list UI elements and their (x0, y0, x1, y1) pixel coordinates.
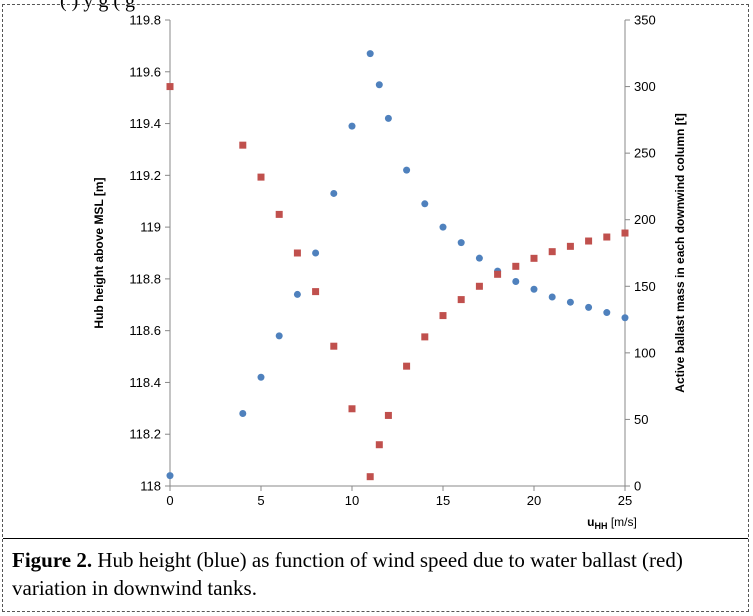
left-y-tick-label: 118 (140, 479, 161, 494)
ballast-mass-point (403, 363, 410, 370)
left-y-tick-label: 119 (140, 220, 161, 235)
ballast-mass-point (440, 312, 447, 319)
hub-height-point (385, 115, 392, 122)
ballast-mass-point (367, 473, 374, 480)
hub-height-point (567, 299, 574, 306)
left-y-axis-ticks: 118 118.2 118.4 118.6 118.8 119 119.2 119.4 119.… (129, 13, 170, 494)
ballast-mass-point (585, 238, 592, 245)
left-y-tick-label: 118.4 (129, 375, 161, 390)
left-y-tick-label: 119.4 (129, 116, 161, 131)
figure-caption: Figure 2. Hub height (blue) as function … (12, 546, 742, 602)
hub-height-point (549, 294, 556, 301)
caption-text: Hub height (blue) as function of wind sp… (12, 548, 683, 600)
hub-height-point (403, 167, 410, 174)
ballast-mass-point (239, 142, 246, 149)
x-axis-title-unit: [m/s] (608, 515, 637, 529)
left-y-axis-title: Hub height above MSL [m] (92, 177, 106, 328)
ballast-mass-series (167, 83, 629, 480)
hub-height-point (376, 81, 383, 88)
x-tick-label: 10 (345, 493, 359, 508)
hub-height-point (622, 314, 629, 321)
right-y-tick-label: 300 (634, 79, 656, 94)
hub-height-point (603, 309, 610, 316)
right-y-tick-label: 0 (634, 479, 641, 494)
x-axis-ticks: 0 5 10 15 20 25 (166, 486, 632, 508)
ballast-mass-point (294, 250, 301, 257)
x-tick-label: 15 (436, 493, 450, 508)
x-tick-label: 5 (257, 493, 264, 508)
right-y-axis-ticks: 0 50 100 150 200 250 300 350 (625, 13, 656, 494)
hub-height-point (276, 332, 283, 339)
hub-height-point (476, 255, 483, 262)
right-y-tick-label: 100 (634, 345, 656, 360)
ballast-mass-point (512, 263, 519, 270)
right-y-tick-label: 50 (634, 412, 648, 427)
hub-height-point (294, 291, 301, 298)
x-axis-title-subscript: HH (595, 521, 608, 531)
ballast-mass-point (376, 441, 383, 448)
caption-label: Figure 2. (12, 548, 92, 572)
ballast-mass-point (567, 243, 574, 250)
hub-height-point (258, 374, 265, 381)
hub-height-point (458, 239, 465, 246)
left-y-tick-label: 118.8 (129, 271, 161, 286)
ballast-mass-point (167, 83, 174, 90)
x-tick-label: 0 (166, 493, 173, 508)
ballast-mass-point (476, 283, 483, 290)
right-y-tick-label: 350 (634, 13, 656, 28)
scatter-chart: 0 5 10 15 20 25 118 118.2 118.4 118.6 118.8 119 119… (0, 0, 753, 540)
hub-height-point (440, 224, 447, 231)
plot-area (170, 20, 625, 486)
ballast-mass-point (458, 296, 465, 303)
ballast-mass-point (421, 333, 428, 340)
hub-height-point (312, 250, 319, 257)
hub-height-point (531, 286, 538, 293)
hub-height-point (421, 200, 428, 207)
x-tick-label: 20 (527, 493, 541, 508)
hub-height-series (167, 50, 629, 479)
ballast-mass-point (312, 288, 319, 295)
hub-height-point (239, 410, 246, 417)
ballast-mass-point (385, 412, 392, 419)
caption-divider (3, 538, 748, 539)
x-axis-title: uHH [m/s] (587, 515, 637, 531)
hub-height-point (585, 304, 592, 311)
ballast-mass-point (276, 211, 283, 218)
right-y-axis-title: Active ballast mass in each downwind col… (673, 113, 687, 392)
ballast-mass-point (622, 230, 629, 237)
hub-height-point (167, 472, 174, 479)
hub-height-point (349, 123, 356, 130)
hub-height-point (512, 278, 519, 285)
ballast-mass-point (258, 174, 265, 181)
ballast-mass-point (349, 405, 356, 412)
x-axis-title-main: u (587, 515, 594, 529)
left-y-tick-label: 119.6 (129, 64, 161, 79)
left-y-tick-label: 118.6 (129, 323, 161, 338)
ballast-mass-point (549, 248, 556, 255)
ballast-mass-point (494, 271, 501, 278)
left-y-tick-label: 119.2 (129, 168, 161, 183)
right-y-tick-label: 250 (634, 146, 656, 161)
hub-height-point (367, 50, 374, 57)
ballast-mass-point (603, 234, 610, 241)
ballast-mass-point (330, 343, 337, 350)
left-y-tick-label: 119.8 (129, 13, 161, 28)
x-tick-label: 25 (618, 493, 632, 508)
hub-height-point (330, 190, 337, 197)
ballast-mass-point (531, 255, 538, 262)
left-y-tick-label: 118.2 (129, 427, 161, 442)
right-y-tick-label: 200 (634, 212, 656, 227)
right-y-tick-label: 150 (634, 279, 656, 294)
